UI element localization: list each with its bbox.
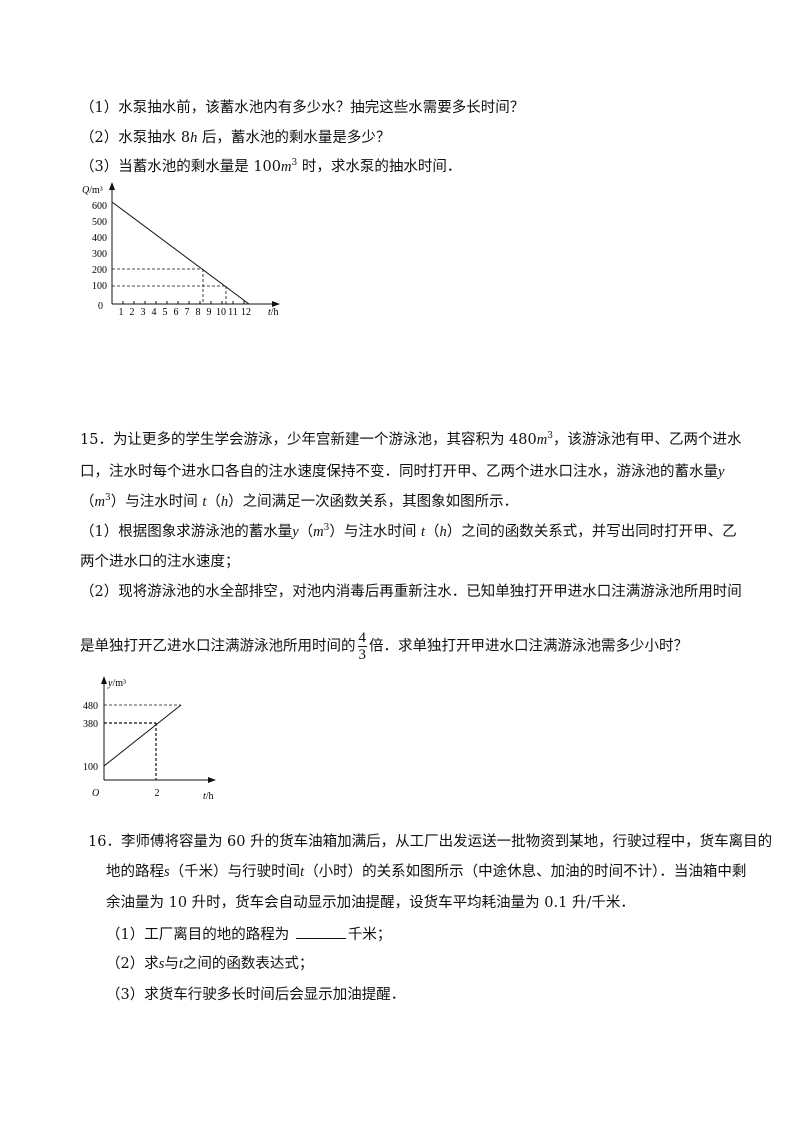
chart1-xtick: 2 <box>130 307 135 318</box>
chart1-series-line <box>111 201 250 305</box>
chart1-ytick: 400 <box>92 233 107 244</box>
p16-question-1: （1）工厂离目的地的路程为 千米； <box>106 924 391 945</box>
chart2-origin: O <box>92 788 99 799</box>
chart1-y-arrow <box>109 182 115 190</box>
chart1-origin: 0 <box>98 301 103 312</box>
p16-line-1: 16．李师傅将容量为 60 升的货车油箱加满后，从工厂出发运送一批物资到某地，行… <box>88 834 773 850</box>
chart2-ytick-380: 380 <box>83 719 98 730</box>
p16-line-3: 余油量为 10 升时，货车会自动显示加油提醒，设货车平均耗油量为 0.1 升/千… <box>106 895 635 911</box>
chart1-ytick: 500 <box>92 217 107 228</box>
p14-question-3: （3）当蓄水池的剩水量是 100m3 时，求水泵的抽水时间． <box>80 158 462 175</box>
chart1-xtick: 7 <box>185 307 190 318</box>
chart1-xtick: 12 <box>241 307 251 318</box>
chart2-ytick-480: 480 <box>83 701 98 712</box>
chart2-x-label: t/h <box>203 791 214 802</box>
chart-water-pump: Q/m³ t/h 0 600 500 400 300 200 100 1 2 3… <box>82 182 280 318</box>
p15-line-1: 15．为让更多的学生学会游泳，少年宫新建一个游泳池，其容积为 480m3，该游泳… <box>80 431 742 448</box>
answer-blank[interactable] <box>295 924 346 939</box>
p16-question-3: （3）求货车行驶多长时间后会显示加油提醒． <box>106 987 406 1003</box>
chart1-xtick: 11 <box>228 307 238 318</box>
chart1-ytick: 300 <box>92 249 107 260</box>
chart1-xtick: 5 <box>163 307 168 318</box>
chart1-xtick: 8 <box>196 307 201 318</box>
p15-line-5: 两个进水口的注水速度； <box>80 554 240 570</box>
p14-question-1: （1）水泵抽水前，该蓄水池内有多少水？抽完这些水需要多长时间？ <box>80 100 525 116</box>
chart2-x-arrow <box>208 777 216 783</box>
chart2-y-label: y/m³ <box>107 678 126 689</box>
chart1-x-label: t/h <box>268 307 279 318</box>
p15-line-2: 口，注水时每个进水口各自的注水速度保持不变．同时打开甲、乙两个进水口注水，游泳池… <box>80 464 725 480</box>
chart1-xtick: 4 <box>152 307 157 318</box>
chart1-y-label: Q/m³ <box>82 185 103 196</box>
chart1-x-arrow <box>272 301 280 307</box>
chart1-ytick: 600 <box>92 201 107 212</box>
p16-line-2: 地的路程s（千米）与行驶时间t（小时）的关系如图所示（中途休息、加油的时间不计）… <box>106 864 747 880</box>
p16-question-2: （2）求s与t之间的函数表达式； <box>106 956 314 972</box>
p15-line-7: 是单独打开乙进水口注满游泳池所用时间的 4 3 倍．求单独打开甲进水口注满游泳池需多少… <box>80 630 688 663</box>
chart1-xtick: 3 <box>141 307 146 318</box>
p14-question-2: （2）水泵抽水 8h 后，蓄水池的剩水量是多少？ <box>80 130 391 146</box>
chart1-xtick: 6 <box>174 307 179 318</box>
chart1-xtick: 9 <box>207 307 212 318</box>
chart2-xtick-2: 2 <box>155 788 160 799</box>
chart1-xtick: 10 <box>216 307 226 318</box>
p15-line-3: （m3）与注水时间 t（h）之间满足一次函数关系，其图象如图所示． <box>80 493 519 510</box>
chart-pool-volume: y/m³ t/h O 480 380 100 2 <box>83 676 216 802</box>
p15-line-4: （1）根据图象求游泳池的蓄水量y（m3）与注水时间 t（h）之间的函数关系式，并… <box>80 523 737 540</box>
chart2-ytick-100: 100 <box>83 762 98 773</box>
chart1-ytick: 100 <box>92 281 107 292</box>
chart1-xtick: 1 <box>119 307 124 318</box>
chart1-ytick: 200 <box>92 265 107 276</box>
p15-line-6: （2）现将游泳池的水全部排空，对池内消毒后再重新注水．已知单独打开甲进水口注满游… <box>80 584 742 600</box>
chart2-series-line <box>103 704 182 767</box>
chart2-y-arrow <box>101 676 107 684</box>
